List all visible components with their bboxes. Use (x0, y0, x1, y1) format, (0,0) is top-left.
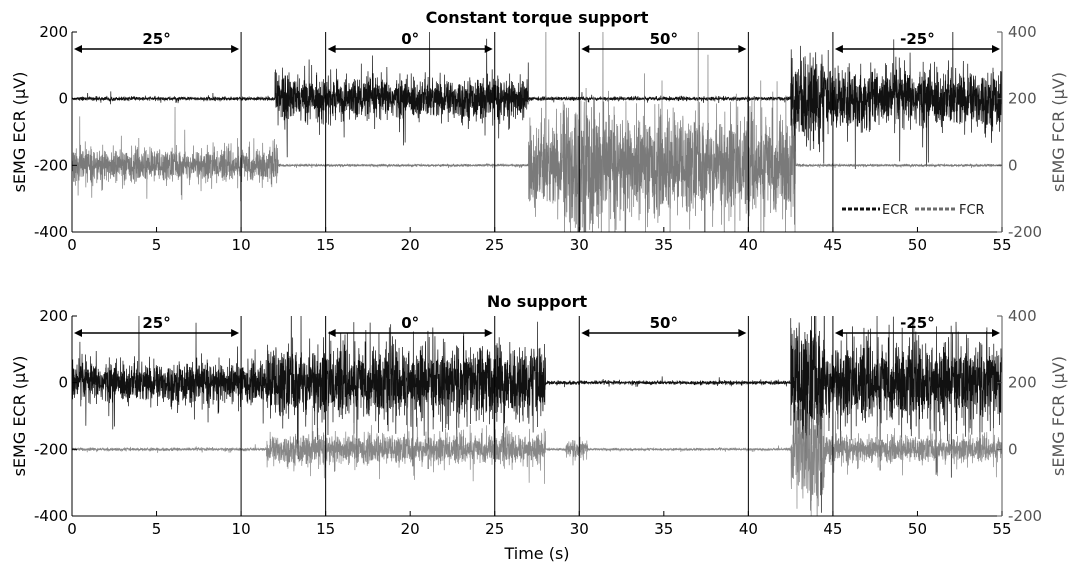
x-tick-label: 55 (992, 236, 1011, 254)
y2-axis-label: sEMG FCR (μV) (1049, 356, 1068, 476)
y2-tick-label: 400 (1008, 307, 1037, 325)
x-tick-label: 10 (232, 236, 251, 254)
x-tick-label: 45 (823, 236, 842, 254)
segment-arrow-head-left (327, 45, 336, 53)
segment-arrow-head-right (484, 329, 493, 337)
x-tick-label: 20 (401, 236, 420, 254)
x-tick-label: 40 (739, 236, 758, 254)
y-tick-label: -400 (34, 507, 68, 525)
x-tick-label: 50 (908, 520, 927, 538)
panel-no-support: 0 5 10 15 20 25 30 35 40 45 50 55 200 0 -200 -400 400 200… (10, 292, 1068, 563)
x-tick-label: 20 (401, 520, 420, 538)
segment-arrow-head-left (327, 329, 336, 337)
x-tick-label: 30 (570, 236, 589, 254)
segment-arrow-head-left (834, 329, 843, 337)
x-tick-label: 5 (152, 236, 162, 254)
x-tick-label: 0 (67, 520, 77, 538)
y2-tick-label: 0 (1008, 156, 1018, 174)
segment-angle-label: 0° (401, 314, 419, 332)
x-tick-label: 0 (67, 236, 77, 254)
x-tick-label: 45 (823, 520, 842, 538)
segment-arrow-head-left (581, 329, 590, 337)
x-axis-label: Time (s) (503, 544, 569, 563)
y2-axis-label: sEMG FCR (μV) (1049, 72, 1068, 192)
series-line-fcr (72, 32, 1002, 232)
y-axis-label: sEMG ECR (μV) (10, 356, 29, 477)
x-tick-label: 50 (908, 236, 927, 254)
segment-arrow-head-right (231, 45, 240, 53)
x-tick-label: 35 (654, 520, 673, 538)
legend-label-ecr: ECR (882, 203, 908, 218)
x-tick-label: 25 (485, 520, 504, 538)
segment-arrow-head-left (74, 329, 82, 337)
segment-angle-label: -25° (900, 314, 935, 332)
y-tick-label: -200 (34, 156, 68, 174)
segment-angle-label: -25° (900, 30, 935, 48)
x-tick-label: 5 (152, 520, 162, 538)
y-tick-label: -200 (34, 440, 68, 458)
segment-arrow-head-right (484, 45, 493, 53)
y2-tick-label: -200 (1008, 223, 1042, 241)
legend-label-fcr: FCR (959, 203, 985, 218)
y-tick-label: 0 (58, 374, 68, 392)
y2-tick-label: 200 (1008, 90, 1037, 108)
x-tick-label: 25 (485, 236, 504, 254)
segment-angle-label: 50° (650, 30, 678, 48)
y-tick-label: 200 (39, 307, 68, 325)
y2-tick-label: 0 (1008, 440, 1018, 458)
panel-constant-torque-support: 0 5 10 15 20 25 30 35 40 45 50 55 200 0 -200 -400 400 200… (10, 8, 1068, 254)
segment-arrow-head-right (231, 329, 240, 337)
series-line-fcr (72, 388, 1002, 516)
segment-arrow-head-left (74, 45, 82, 53)
x-tick-label: 15 (316, 236, 335, 254)
x-tick-label: 55 (992, 520, 1011, 538)
panel-title: Constant torque support (426, 8, 649, 27)
segment-arrow-head-right (992, 329, 1000, 337)
x-tick-label: 15 (316, 520, 335, 538)
y-tick-label: 0 (58, 90, 68, 108)
series-line-ecr (72, 316, 1002, 513)
segment-angle-label: 50° (650, 314, 678, 332)
segment-arrow-head-left (834, 45, 843, 53)
segment-angle-label: 0° (401, 30, 419, 48)
segment-angle-label: 25° (142, 30, 170, 48)
series-line-ecr (72, 32, 1002, 190)
y-tick-label: -400 (34, 223, 68, 241)
x-tick-label: 10 (232, 520, 251, 538)
y2-tick-label: 200 (1008, 374, 1037, 392)
segment-arrow-head-right (992, 45, 1000, 53)
y-tick-label: 200 (39, 23, 68, 41)
x-tick-label: 35 (654, 236, 673, 254)
panel-title: No support (487, 292, 588, 311)
segment-arrow-head-left (581, 45, 590, 53)
segment-arrow-head-right (738, 329, 747, 337)
y-axis-label: sEMG ECR (μV) (10, 72, 29, 193)
y2-tick-label: 400 (1008, 23, 1037, 41)
x-tick-label: 30 (570, 520, 589, 538)
segment-angle-label: 25° (142, 314, 170, 332)
y2-tick-label: -200 (1008, 507, 1042, 525)
x-tick-label: 40 (739, 520, 758, 538)
segment-arrow-head-right (738, 45, 747, 53)
